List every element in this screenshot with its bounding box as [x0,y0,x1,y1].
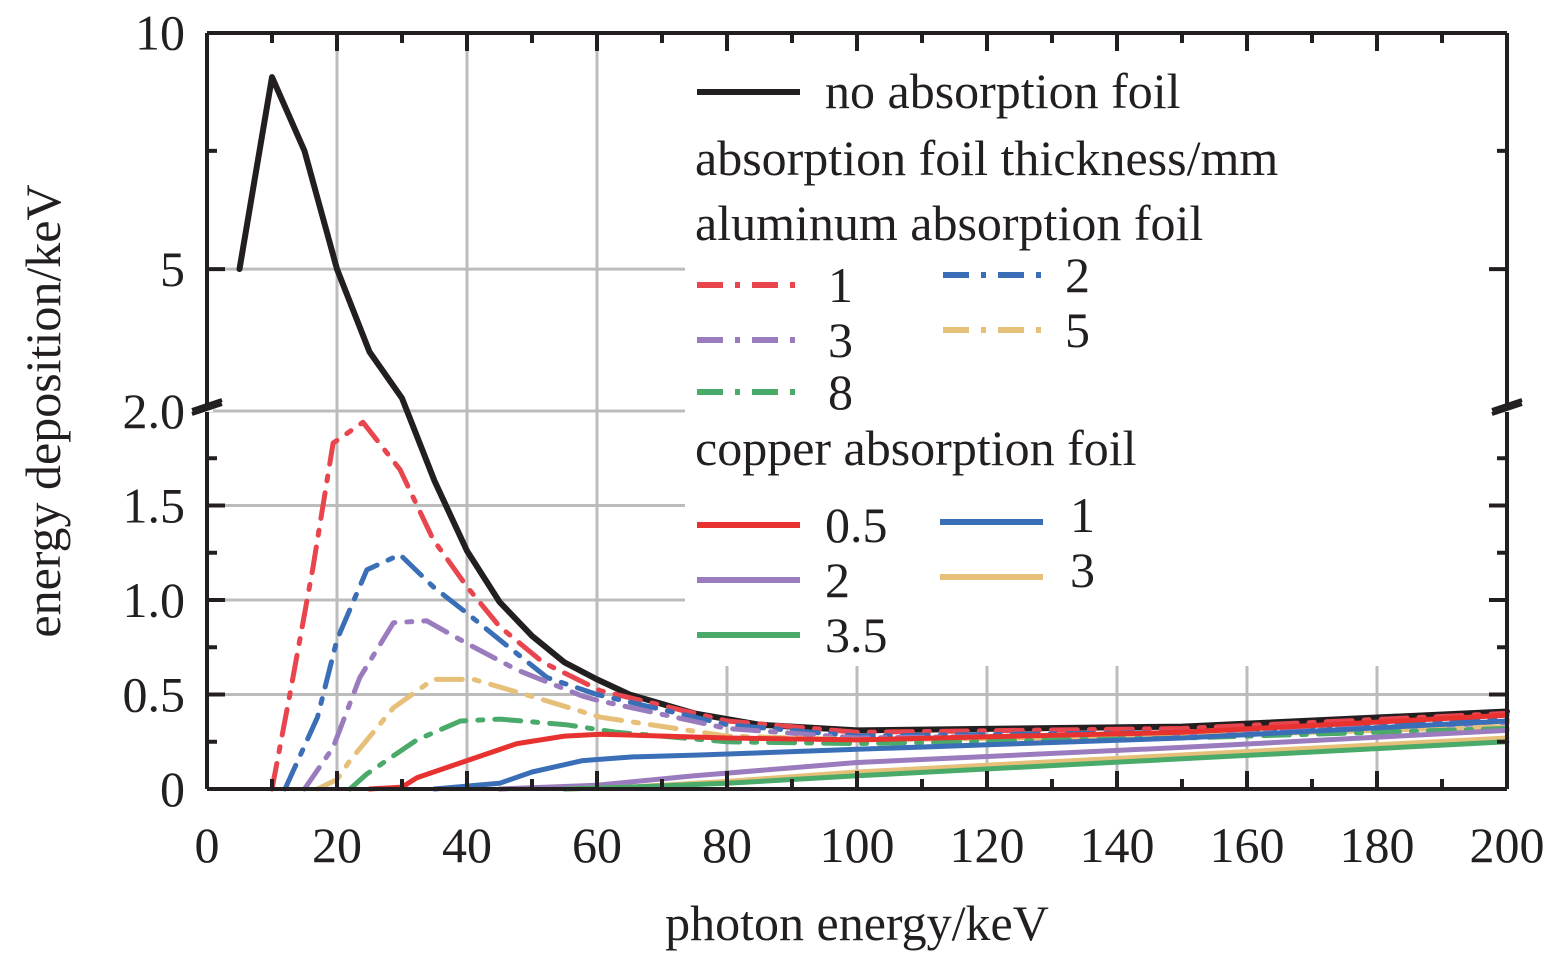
x-tick-label: 160 [1210,817,1285,873]
legend-heading-thickness: absorption foil thickness/mm [695,130,1278,186]
legend: no absorption foil absorption foil thickn… [695,63,1278,663]
x-tick-label: 100 [820,817,895,873]
legend-label-copper: 2 [825,552,850,608]
x-tick-label: 200 [1470,817,1545,873]
legend-heading-aluminum: aluminum absorption foil [695,195,1203,251]
legend-box [685,50,1500,666]
legend-label-copper: 3.5 [825,607,888,663]
y-tick-label: 10 [135,5,185,61]
series-line-aluminum-8 [347,716,1510,792]
legend-heading-copper: copper absorption foil [695,420,1137,476]
series-line-copper-1 [432,718,1510,792]
y-tick-label: 1.0 [123,572,186,628]
series-line-aluminum-1 [269,419,1510,792]
legend-label-copper: 0.5 [825,497,888,553]
legend-label-copper: 1 [1070,487,1095,543]
series-line-aluminum-2 [282,552,1510,792]
x-tick-label: 80 [702,817,752,873]
x-tick-label: 0 [195,817,220,873]
y-axis-label: energy deposition/keV [15,184,71,637]
legend-label-no-foil: no absorption foil [825,63,1181,119]
x-tick-label: 60 [572,817,622,873]
axis-break-mark [191,402,223,416]
x-tick-label: 180 [1340,817,1415,873]
y-tick-label: 0.5 [123,667,186,723]
axis-break-mark [1491,398,1523,412]
x-tick-label: 120 [950,817,1025,873]
series-line-copper-3-5 [562,739,1510,792]
x-tick-label: 20 [312,817,362,873]
series-line-copper-0-5 [367,712,1510,792]
series-line-copper-3 [562,735,1510,792]
x-tick-label: 40 [442,817,492,873]
y-tick-label: 5 [160,241,185,297]
x-tick-label: 140 [1080,817,1155,873]
x-axis-label: photon energy/keV [665,895,1049,951]
legend-label-aluminum: 2 [1065,247,1090,303]
y-tick-label: 1.5 [123,478,186,534]
legend-label-aluminum: 5 [1065,302,1090,358]
axes: 0 20 40 60 80 100 120 140 160 180 200 0 0.5 1.0 1.5 2.0… [123,5,1545,873]
legend-label-aluminum: 3 [828,312,853,368]
series-line-copper-2 [497,727,1510,792]
axis-break-mark [1491,402,1523,416]
y-tick-label: 2.0 [123,383,186,439]
legend-label-aluminum: 8 [828,364,853,420]
axis-break-mark [191,398,223,412]
legend-label-aluminum: 1 [828,257,853,313]
y-tick-label: 0 [160,761,185,817]
legend-background [685,50,1500,666]
legend-label-copper: 3 [1070,542,1095,598]
